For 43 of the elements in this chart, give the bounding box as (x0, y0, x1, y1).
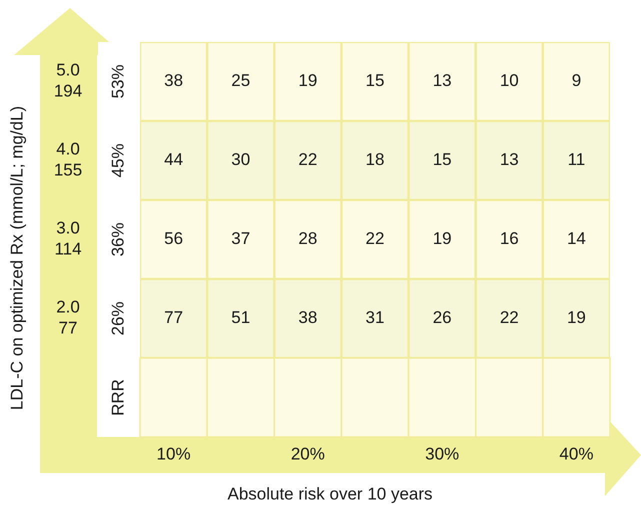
data-label: 28 (298, 229, 318, 248)
data-label: 22 (298, 150, 318, 170)
data-label: 22 (500, 308, 519, 328)
data-label: 18 (366, 150, 384, 170)
x-axis-title: Absolute risk over 10 years (227, 484, 433, 504)
y-tick-label: 36% (108, 222, 128, 257)
data-label: 19 (432, 229, 452, 248)
y2-tick-label: 3.0 114 (54, 218, 82, 259)
x-tick-label: 20% (290, 444, 325, 464)
data-label: 30 (231, 150, 250, 170)
data-label: 38 (164, 71, 184, 90)
y2-tick-label: 5.0 194 (54, 60, 82, 101)
data-label: 15 (432, 150, 452, 170)
y2-tick-label: 4.0 155 (54, 140, 82, 180)
data-label: 9 (572, 71, 582, 90)
data-label: 51 (231, 308, 250, 328)
data-label: 19 (566, 308, 586, 328)
x-tick-label: 10% (156, 444, 191, 464)
data-label: 16 (500, 229, 519, 248)
data-label: 13 (500, 150, 519, 170)
data-label: 37 (231, 229, 250, 248)
data-label: 22 (366, 229, 384, 248)
y-axis-title: LDL-C on optimized Rx (mmol/L; mg/dL) (8, 106, 27, 410)
data-label: 25 (231, 71, 250, 90)
data-label: 44 (164, 150, 184, 170)
data-label: 14 (566, 229, 586, 248)
y-tick-label: 26% (108, 301, 128, 336)
data-label: 15 (366, 71, 384, 90)
y-tick-label: 45% (108, 143, 128, 178)
x-tick-label: 40% (559, 444, 594, 464)
y-tick-label: 53% (108, 64, 128, 99)
data-label: 11 (568, 150, 586, 170)
data-label: 13 (432, 71, 452, 90)
y2-tick-label: 2.0 77 (56, 298, 80, 338)
data-label: 10 (500, 71, 519, 90)
data-label: 38 (298, 308, 318, 328)
y-tick-label: RRR (108, 379, 128, 416)
x-tick-label: 30% (425, 444, 460, 464)
data-label: 31 (366, 308, 384, 328)
data-label: 19 (298, 71, 318, 90)
data-label: 77 (164, 308, 184, 328)
data-label: 56 (164, 229, 184, 248)
data-label: 26 (432, 308, 452, 328)
